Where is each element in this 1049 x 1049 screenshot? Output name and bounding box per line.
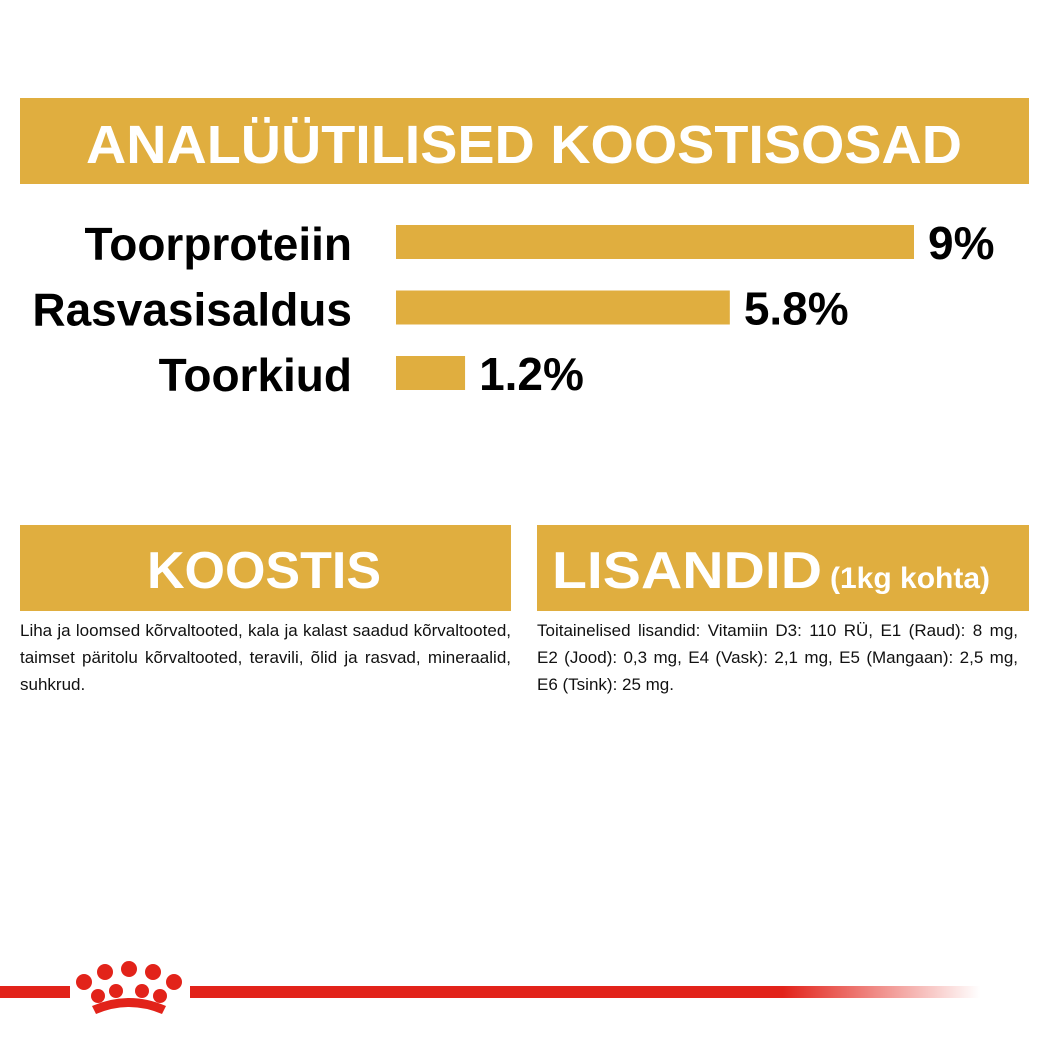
value-label: 9% [928, 217, 994, 269]
value-label: 5.8% [744, 283, 849, 335]
section-subtitle: (1kg kohta) [830, 562, 990, 595]
category-label: Toorproteiin [85, 218, 352, 270]
section-title: KOOSTIS [147, 542, 381, 600]
logo [76, 961, 182, 1014]
value-label: 1.2% [479, 348, 584, 400]
chart-title: ANALÜÜTILISED KOOSTISOSAD [86, 115, 962, 175]
bar [396, 290, 730, 325]
section-title: LISANDID [552, 542, 822, 600]
category-label: Toorkiud [159, 349, 352, 401]
section-bar [537, 525, 1029, 611]
bar [396, 225, 914, 259]
title-bar [20, 98, 1029, 184]
footer-line [0, 986, 70, 998]
section-bar [20, 525, 511, 611]
category-label: Rasvasisaldus [32, 284, 352, 336]
additives-text: Toitainelised lisandid: Vitamiin D3: 110… [537, 621, 1018, 694]
footer-line [190, 986, 980, 998]
bar [396, 356, 466, 390]
composition-text: Liha ja loomsed kõrvaltooted, kala ja ka… [20, 621, 511, 694]
